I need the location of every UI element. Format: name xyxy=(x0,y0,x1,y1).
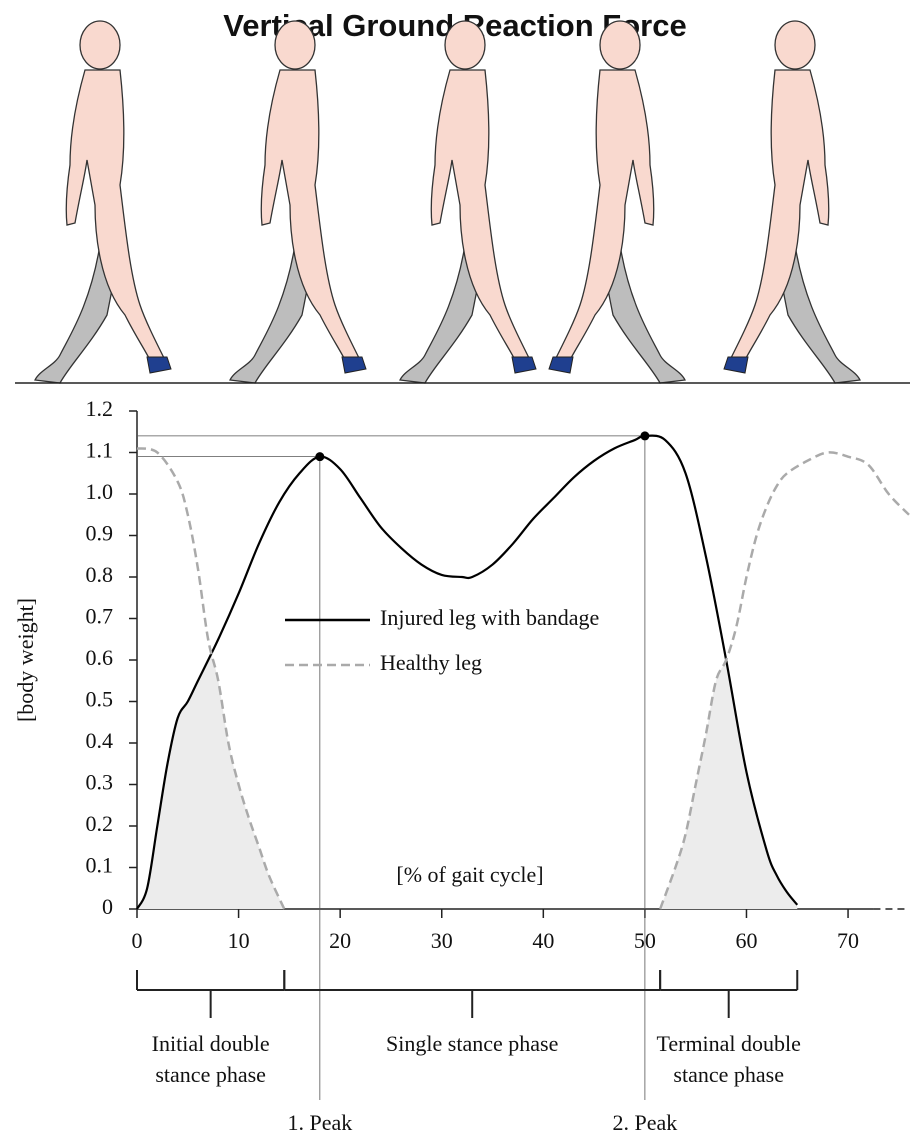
chart: Vertical Ground Reaction Force [body wei… xyxy=(0,0,910,1139)
walker-figure xyxy=(549,21,685,383)
walker-figure xyxy=(230,21,366,383)
legend-label: Injured leg with bandage xyxy=(380,605,599,630)
x-tick-label: 20 xyxy=(329,928,351,953)
y-tick-label: 0.6 xyxy=(86,645,114,670)
illustration xyxy=(15,21,910,383)
x-tick-label: 70 xyxy=(837,928,859,953)
x-tick-label: 10 xyxy=(228,928,250,953)
y-tick-label: 0.9 xyxy=(86,521,114,546)
x-tick-label: 60 xyxy=(735,928,757,953)
x-tick-label: 30 xyxy=(431,928,453,953)
walker-figure xyxy=(400,21,536,383)
y-tick-label: 0.4 xyxy=(86,728,114,753)
y-tick-label: 0 xyxy=(102,894,113,919)
y-tick-label: 1.1 xyxy=(86,438,114,463)
overlap-shade xyxy=(137,448,284,909)
y-tick-label: 0.8 xyxy=(86,562,114,587)
peak-marker xyxy=(315,452,324,461)
y-tick-label: 1.2 xyxy=(86,396,114,421)
x-tick-label: 0 xyxy=(132,928,143,953)
peak-label: 1. Peak xyxy=(287,1110,352,1135)
walker-figure xyxy=(724,21,860,383)
phase-label: Single stance phase xyxy=(386,1031,558,1056)
walker-figure xyxy=(35,21,171,383)
y-axis-label: [body weight] xyxy=(13,598,38,722)
x-axis-label: [% of gait cycle] xyxy=(396,862,543,887)
y-tick-label: 0.2 xyxy=(86,811,114,836)
y-tick-label: 0.7 xyxy=(86,604,114,629)
phase-label: stance phase xyxy=(155,1062,266,1087)
phase-label: Initial double xyxy=(152,1031,270,1056)
y-tick-label: 0.5 xyxy=(86,687,114,712)
peak-label: 2. Peak xyxy=(613,1110,678,1135)
y-tick-label: 0.1 xyxy=(86,853,114,878)
page: Vertical Ground Reaction Force [body wei… xyxy=(0,0,910,1139)
legend-label: Healthy leg xyxy=(380,650,482,675)
y-tick-label: 1.0 xyxy=(86,479,114,504)
x-tick-label: 40 xyxy=(532,928,554,953)
peak-marker xyxy=(640,431,649,440)
phase-label: Terminal double xyxy=(656,1031,800,1056)
phase-label: stance phase xyxy=(673,1062,784,1087)
y-tick-label: 0.3 xyxy=(86,770,114,795)
